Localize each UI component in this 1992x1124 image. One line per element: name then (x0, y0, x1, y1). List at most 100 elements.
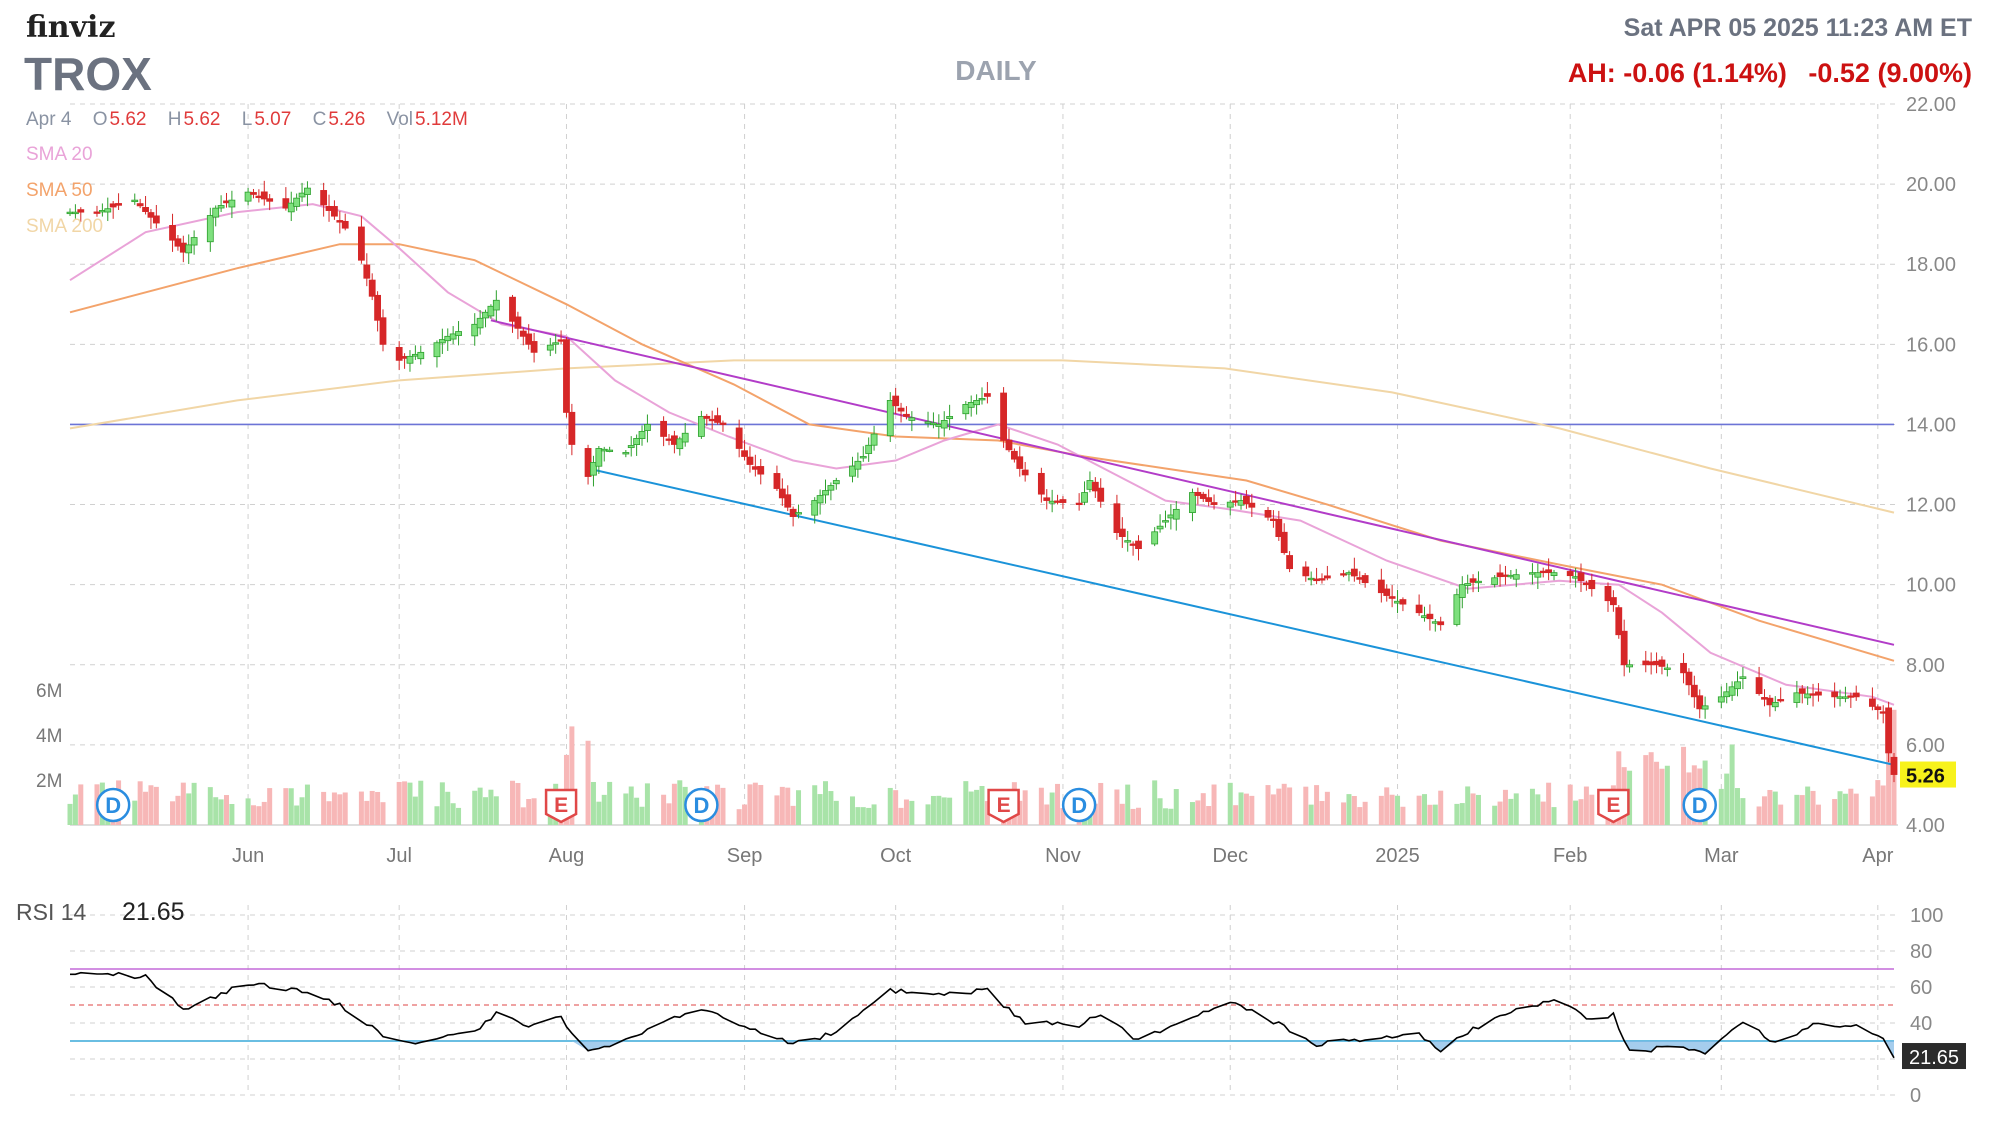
candle (1717, 686, 1725, 709)
volume-bar (143, 791, 149, 825)
candle (1388, 585, 1396, 608)
legend-sma20[interactable]: SMA 20 (26, 144, 93, 165)
volume-bar (1055, 783, 1061, 825)
volume-bar (941, 797, 947, 825)
candle-body (930, 422, 937, 426)
volume-bar (1454, 803, 1460, 825)
volume-bar (1416, 795, 1422, 825)
legend-sma200[interactable]: SMA 200 (26, 216, 103, 237)
candle (1059, 496, 1067, 509)
earnings-marker[interactable]: E (1597, 788, 1630, 824)
candle-body (212, 207, 220, 218)
price-tick-label: 4.00 (1906, 815, 1945, 837)
volume-bar (267, 788, 273, 825)
volume-bar (1718, 788, 1724, 825)
after-hours-change: AH: -0.06 (1.14%) (1568, 58, 1787, 88)
volume-bar (661, 794, 667, 825)
candle-body (1874, 706, 1882, 711)
dividend-letter: D (693, 793, 709, 818)
candle (1842, 686, 1849, 703)
legend-sma50[interactable]: SMA 50 (26, 180, 93, 201)
volume-bar (930, 795, 936, 825)
candle-body (892, 395, 900, 407)
earnings-marker[interactable]: E (987, 788, 1020, 824)
candle-body (1615, 607, 1623, 636)
candle (1415, 594, 1423, 616)
volume-bar (628, 786, 634, 825)
dividend-marker[interactable]: D (1061, 787, 1097, 823)
candle (1690, 675, 1698, 708)
volume-bar (1038, 787, 1044, 825)
volume-bar (644, 783, 650, 825)
volume-bar (1092, 803, 1098, 825)
volume-bar (1659, 768, 1665, 825)
volume-bar (1438, 790, 1444, 825)
candle-body (1210, 502, 1218, 505)
volume-label: Vol (387, 109, 413, 130)
candle-body (1658, 659, 1666, 667)
ticker-symbol[interactable]: TROX (24, 48, 152, 100)
candle-body (358, 226, 365, 261)
candle (1426, 604, 1434, 631)
volume-bar (72, 794, 78, 825)
timeframe-label[interactable]: DAILY (955, 55, 1037, 86)
volume-bar (418, 780, 424, 825)
dividend-marker[interactable]: D (684, 787, 719, 823)
volume-bar (1049, 792, 1055, 825)
candle (1021, 461, 1029, 482)
price-grid (70, 103, 1898, 1095)
candle (1205, 489, 1213, 507)
candle-body (908, 417, 916, 421)
volume-bar (1189, 802, 1195, 825)
candle (1151, 527, 1159, 547)
candle-body (374, 294, 381, 321)
candle (492, 290, 500, 322)
volume-bar (375, 791, 381, 825)
volume-bar (1243, 793, 1249, 825)
candle (368, 273, 376, 301)
candle-body (627, 445, 635, 449)
candle-body (568, 411, 576, 445)
dividend-marker[interactable]: D (1682, 787, 1717, 823)
volume-bar (1044, 804, 1050, 825)
high-value: 5.62 (183, 109, 220, 130)
rsi-tick-label: 80 (1910, 941, 1932, 963)
earnings-marker[interactable]: E (544, 788, 578, 824)
candle (331, 200, 338, 220)
volume-bar (1756, 806, 1762, 825)
earnings-icon (1597, 788, 1630, 824)
candle-body (1469, 578, 1477, 583)
candle-body (1248, 502, 1256, 508)
price-tick-label: 20.00 (1906, 174, 1956, 196)
candle-body (757, 466, 765, 475)
volume-bar (887, 787, 893, 825)
candle (147, 209, 155, 229)
candle (487, 304, 495, 319)
volume-bar (812, 785, 818, 825)
volume-bar (1475, 794, 1481, 825)
volume-bar (402, 781, 408, 825)
candle (115, 193, 122, 211)
candle-body (1577, 572, 1585, 582)
candle (1043, 489, 1051, 510)
candle (250, 188, 257, 199)
last-price-badge (1900, 761, 1956, 788)
volume-bar (1459, 803, 1465, 825)
candle (827, 482, 835, 501)
volume-bar (1616, 751, 1622, 825)
candle-body (1701, 705, 1709, 710)
candle (1431, 618, 1439, 632)
candle (714, 407, 721, 425)
dividend-marker[interactable]: D (95, 787, 131, 823)
volume-bar (974, 789, 980, 825)
volume-bar (634, 797, 640, 825)
volume-bar (342, 792, 348, 825)
candle (1680, 653, 1687, 684)
candle (1804, 686, 1812, 705)
finviz-logo[interactable]: finviz (26, 10, 116, 45)
candle (978, 387, 986, 405)
candle (142, 196, 149, 215)
candle (1793, 680, 1801, 708)
volume-bar (1508, 798, 1514, 825)
